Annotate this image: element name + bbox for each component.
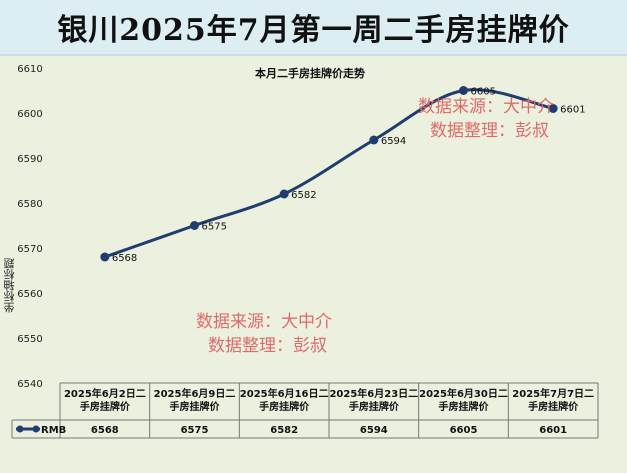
data-point [548, 104, 558, 113]
y-tick-label: 6570 [17, 244, 42, 255]
data-point [369, 135, 379, 145]
y-tick-label: 6610 [17, 64, 42, 75]
data-point [459, 86, 468, 95]
chart-area [0, 56, 627, 473]
watermark-source: 数据来源：大中介 [196, 312, 332, 332]
x-category-label: 2025年6月2日二手房挂牌价 [64, 387, 146, 413]
watermark-editor: 数据整理：彭叔 [208, 336, 327, 356]
table-value-cell: 6594 [360, 425, 388, 436]
legend-marker [16, 425, 24, 433]
series-path [104, 88, 554, 259]
x-category-label: 2025年6月30日二手房挂牌价 [419, 387, 508, 413]
data-label: 6575 [202, 222, 227, 233]
y-tick-label: 6600 [17, 109, 42, 120]
data-point [100, 252, 110, 262]
legend-label: RMB [41, 425, 66, 436]
watermark-editor: 数据整理：彭叔 [430, 121, 549, 141]
data-label: 6594 [381, 136, 406, 147]
data-point [190, 221, 199, 230]
x-category-label: 2025年6月23日二手房挂牌价 [329, 387, 418, 413]
y-tick-label: 6560 [17, 289, 42, 300]
y-axis: 6540 6550 6560 6570 6580 6590 6600 6610 [17, 64, 42, 390]
y-tick-label: 6590 [17, 154, 42, 165]
table-value-cell: 6605 [450, 425, 478, 436]
watermark-top: 数据来源：大中介 数据整理：彭叔 [418, 95, 554, 143]
data-label: 6568 [112, 253, 137, 264]
watermark-source: 数据来源：大中介 [418, 97, 554, 117]
x-category-label: 2025年6月9日二手房挂牌价 [154, 387, 236, 413]
table-value-cell: 6601 [539, 425, 567, 436]
data-label: 6582 [291, 190, 316, 201]
y-tick-label: 6550 [17, 334, 42, 345]
page-title: 银川2025年7月第一周二手房挂牌价 [0, 0, 627, 56]
series-line: 6568 6575 6582 6594 6605 6601 [100, 86, 586, 264]
chart-title: 本月二手房挂牌价走势 [255, 66, 365, 80]
data-label: 6605 [471, 87, 496, 98]
y-tick-label: 6580 [17, 199, 42, 210]
y-tick-label: 6540 [17, 379, 42, 390]
x-category-label: 2025年7月7日二手房挂牌价 [512, 387, 594, 413]
data-point [279, 189, 289, 199]
x-category-label: 2025年6月16日二手房挂牌价 [240, 387, 329, 413]
table-value-cell: 6575 [181, 425, 209, 436]
watermark-bottom: 数据来源：大中介 数据整理：彭叔 [196, 310, 332, 358]
y-axis-title: 坐标轴标题 [3, 258, 16, 313]
table-value-cell: 6582 [270, 425, 298, 436]
data-table: 2025年6月2日二手房挂牌价 2025年6月9日二手房挂牌价2025年6月16日… [11, 382, 599, 439]
legend-marker [32, 425, 40, 433]
table-value-cell: 6568 [91, 425, 119, 436]
data-label: 6601 [560, 105, 585, 116]
